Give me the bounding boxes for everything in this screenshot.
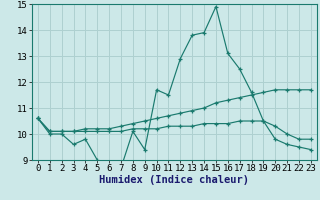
- X-axis label: Humidex (Indice chaleur): Humidex (Indice chaleur): [100, 175, 249, 185]
